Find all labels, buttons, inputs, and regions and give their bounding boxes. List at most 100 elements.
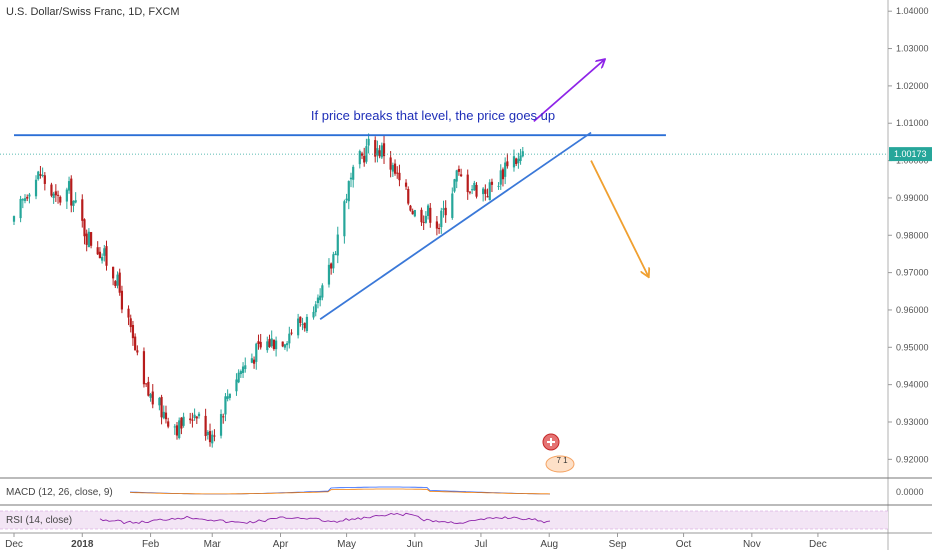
y-tick-label: 1.02000 <box>896 81 929 91</box>
x-tick-label: Aug <box>540 539 558 550</box>
candle-body <box>499 170 502 185</box>
candle-body <box>98 251 101 259</box>
candle-body <box>286 343 289 346</box>
candle-body <box>442 208 445 210</box>
candle-body <box>158 398 161 406</box>
candle-body <box>83 219 86 237</box>
chart-title: U.S. Dollar/Swiss Franc, 1D, FXCM <box>6 6 180 18</box>
candle-body <box>367 138 370 146</box>
candle-body <box>473 182 476 191</box>
candle-body <box>21 199 24 201</box>
candle-body <box>429 207 432 223</box>
candle-body <box>136 350 139 353</box>
candle-body <box>297 318 300 336</box>
candle-body <box>213 435 216 437</box>
candle-body <box>378 150 381 157</box>
candle-body <box>87 231 90 248</box>
candle-body <box>173 426 176 428</box>
candle-body <box>266 341 269 351</box>
candle-body <box>409 205 412 211</box>
x-tick-label: Oct <box>676 539 692 550</box>
candle-body <box>301 323 304 325</box>
candle-body <box>19 198 22 219</box>
candle-body <box>453 179 456 192</box>
candle-body <box>312 311 315 318</box>
candle-body <box>70 178 73 206</box>
x-tick-label: Jun <box>407 539 423 550</box>
candle-body <box>374 140 377 157</box>
candle-body <box>363 155 366 163</box>
candle-body <box>189 418 192 421</box>
up-arrow <box>533 60 604 123</box>
candle-body <box>515 158 518 165</box>
candle-body <box>288 333 291 344</box>
candles-group <box>12 133 524 448</box>
candle-body <box>389 157 392 170</box>
candle-body <box>175 425 179 436</box>
candle-body <box>257 341 260 344</box>
candle-body <box>34 179 38 197</box>
candle-body <box>347 181 350 202</box>
x-tick-label: 2018 <box>71 539 94 550</box>
candle-body <box>81 199 84 221</box>
candle-body <box>270 338 273 347</box>
x-tick-label: Mar <box>204 539 222 550</box>
candle-body <box>26 196 29 199</box>
plus-icon <box>547 438 555 446</box>
candle-body <box>114 281 117 286</box>
candle-body <box>23 198 27 201</box>
x-tick-label: Sep <box>609 539 627 550</box>
candle-body <box>162 411 165 419</box>
candle-body <box>145 383 148 385</box>
candle-body <box>275 340 278 350</box>
x-tick-label: Nov <box>743 539 761 550</box>
y-tick-label: 1.03000 <box>896 44 929 54</box>
candle-body <box>349 177 353 180</box>
candle-body <box>250 358 253 363</box>
candle-body <box>490 181 494 185</box>
candle-body <box>54 191 57 196</box>
candle-body <box>12 216 16 222</box>
candle-body <box>65 189 68 202</box>
candle-body <box>195 416 198 419</box>
y-tick-label: 1.01000 <box>896 118 929 128</box>
candle-body <box>497 185 500 187</box>
candle-body <box>501 169 505 180</box>
candle-body <box>435 221 438 229</box>
candle-body <box>506 161 509 167</box>
candle-body <box>343 201 346 237</box>
candle-body <box>424 215 427 223</box>
candle-body <box>303 322 306 329</box>
candle-body <box>103 248 106 256</box>
annotation-text: If price breaks that level, the price go… <box>311 108 555 123</box>
candle-body <box>237 372 240 383</box>
candle-body <box>252 359 256 364</box>
candle-body <box>204 415 207 437</box>
x-tick-label: Dec <box>809 539 827 550</box>
candle-body <box>391 165 394 172</box>
candle-body <box>208 431 212 443</box>
y-tick-label: 0.93000 <box>896 417 929 427</box>
candle-body <box>486 196 489 198</box>
candle-body <box>426 205 430 216</box>
candle-body <box>411 210 414 215</box>
y-tick-label: 0.97000 <box>896 268 929 278</box>
candle-body <box>85 233 88 245</box>
y-tick-label: 0.96000 <box>896 305 929 315</box>
candle-body <box>182 416 185 426</box>
candle-body <box>228 393 231 398</box>
candle-body <box>512 156 516 168</box>
candle-body <box>167 421 170 427</box>
candle-body <box>519 155 522 162</box>
candle-body <box>105 246 108 266</box>
macd-signal-line <box>129 488 551 495</box>
event-badge-text: 7 1 <box>556 456 568 465</box>
candle-body <box>413 210 416 217</box>
candle-body <box>398 172 401 181</box>
candle-body <box>334 253 337 255</box>
candle-body <box>420 209 423 223</box>
candle-body <box>504 162 507 177</box>
candle-body <box>164 412 168 420</box>
macd-label: MACD (12, 26, close, 9) <box>6 487 113 498</box>
